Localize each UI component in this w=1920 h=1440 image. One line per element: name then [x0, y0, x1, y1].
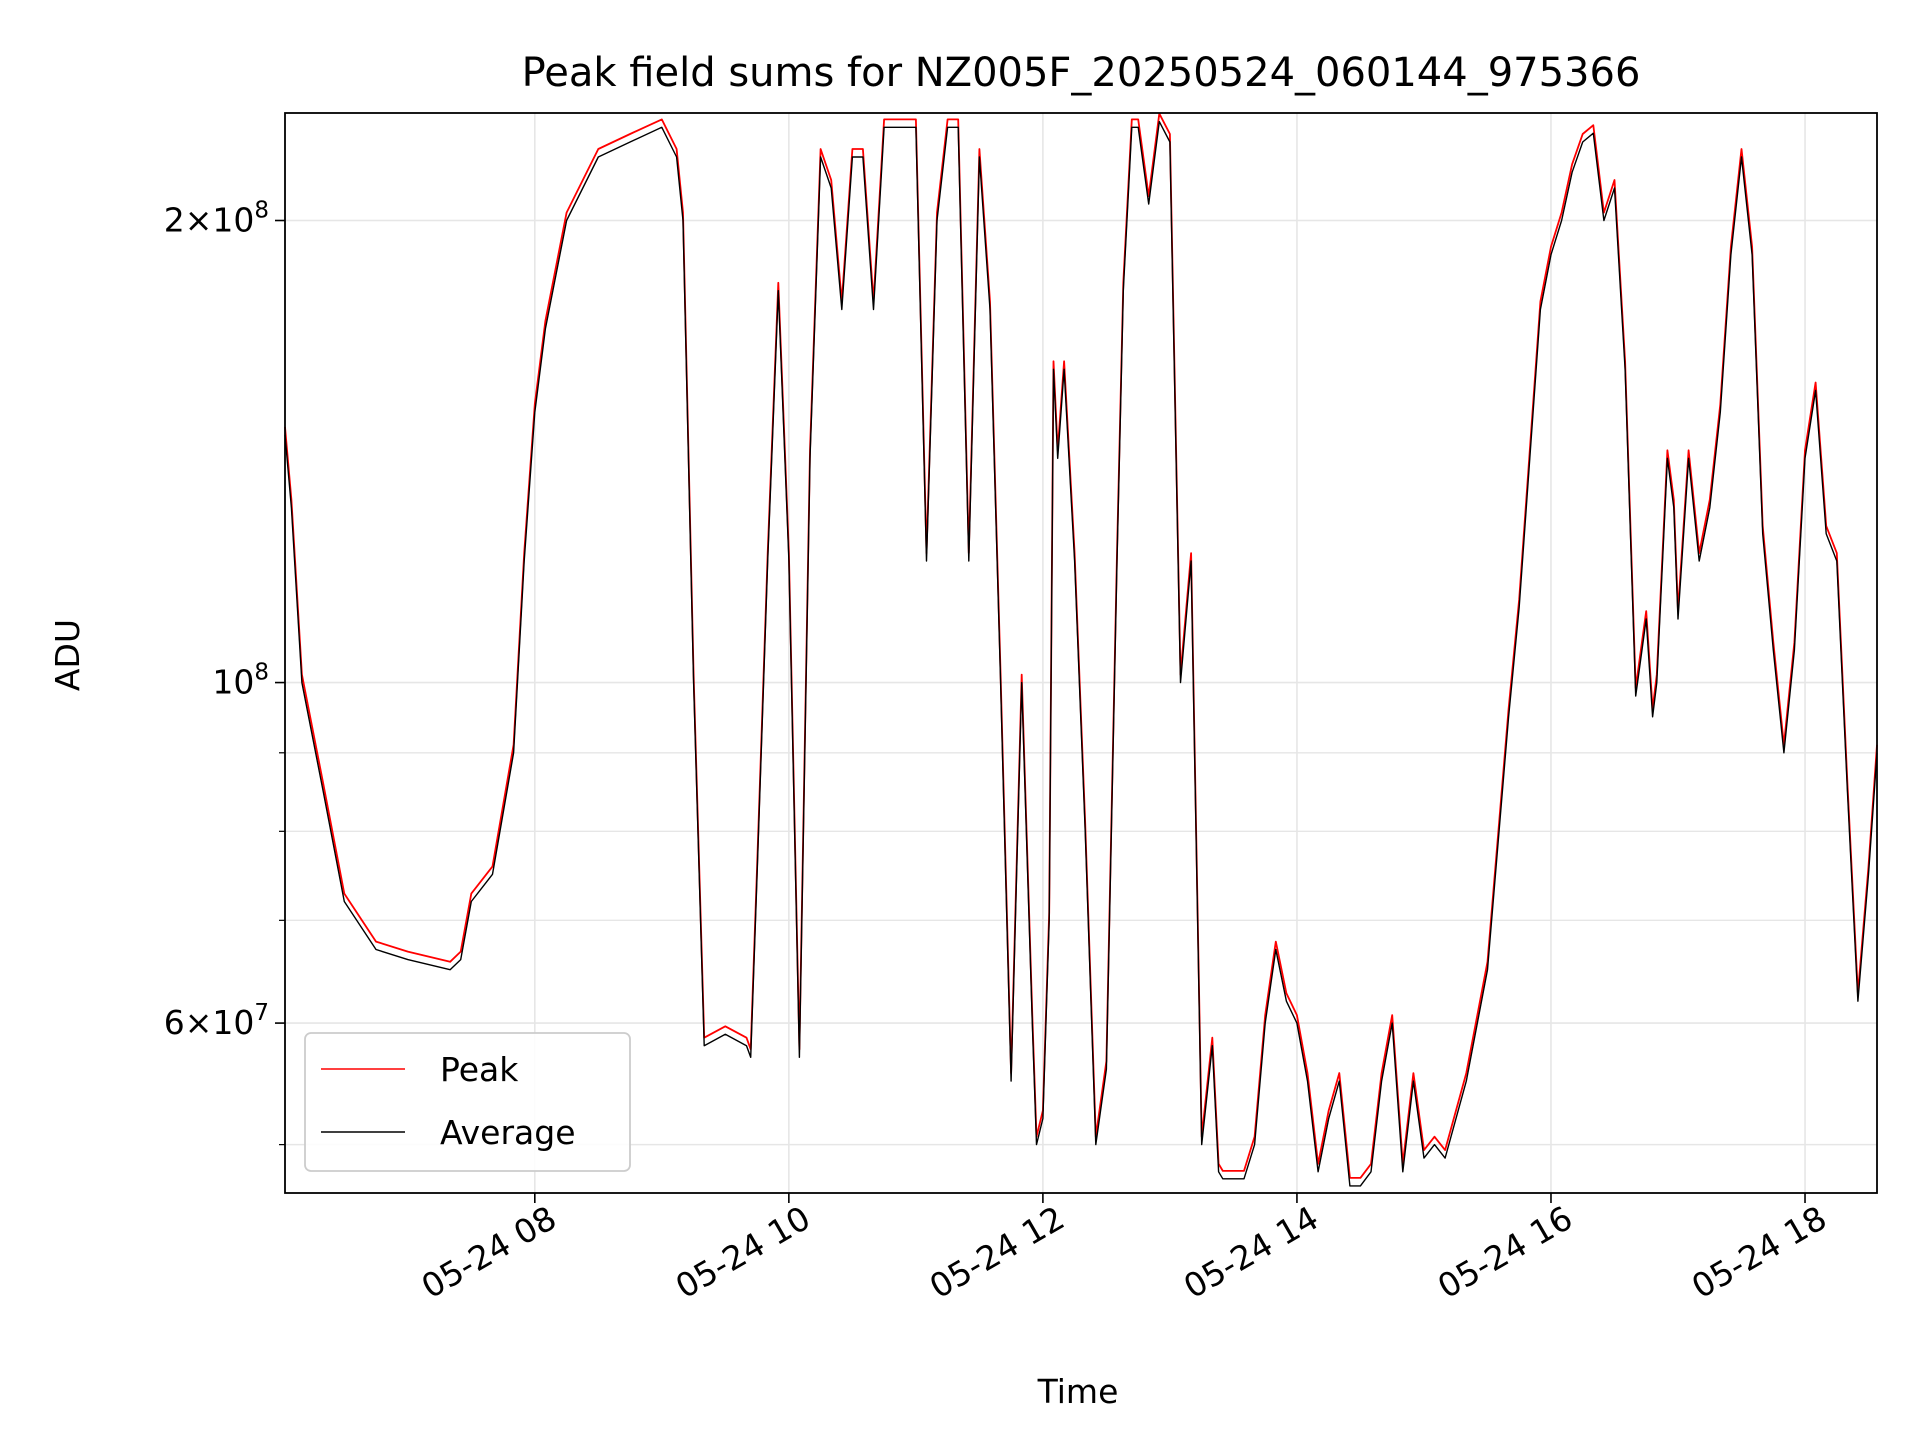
y-axis-label: ADU: [48, 619, 87, 691]
chart-title: Peak field sums for NZ005F_20250524_0601…: [522, 50, 1641, 96]
grid: [285, 113, 1877, 1193]
series-line-average: [284, 120, 1878, 1187]
legend-label-peak: Peak: [440, 1050, 519, 1089]
x-axis-label: Time: [1037, 1372, 1119, 1411]
y-tick-label: 108: [212, 660, 269, 702]
legend-box: [304, 1032, 631, 1172]
plot-frame: [284, 112, 1878, 1194]
y-tick-label: 2×108: [164, 198, 269, 240]
y-tick-label: 6×107: [164, 1000, 269, 1042]
y-axis: 2×108 108 6×107: [164, 198, 285, 1146]
legend-label-average: Average: [440, 1113, 576, 1152]
legend: Peak Average: [304, 1032, 631, 1172]
